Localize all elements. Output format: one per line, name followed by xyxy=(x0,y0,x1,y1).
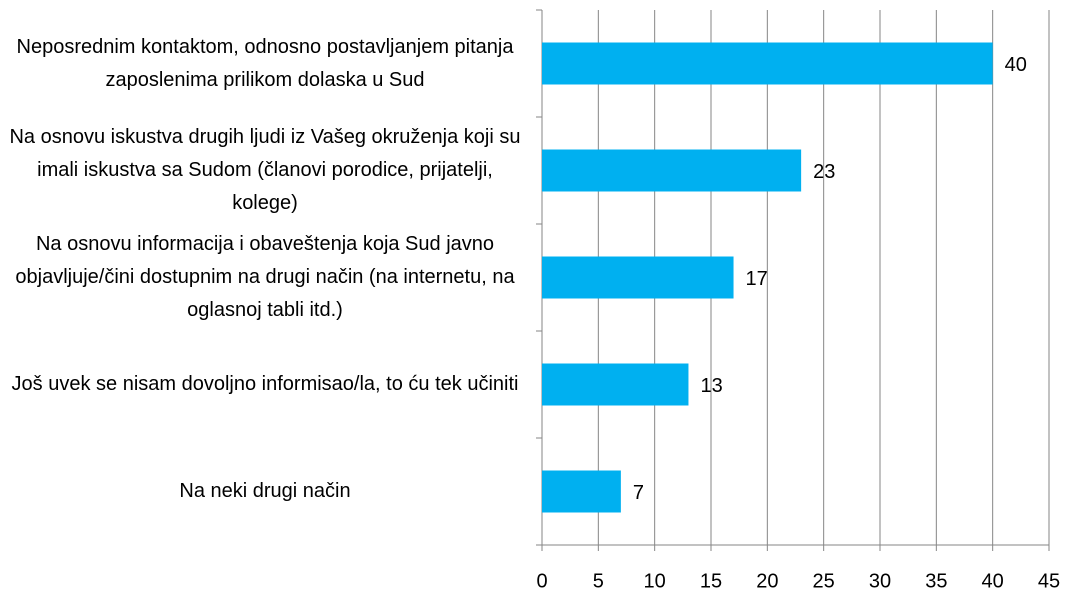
value-label: 23 xyxy=(813,161,835,183)
value-label: 13 xyxy=(700,375,722,397)
value-label: 17 xyxy=(746,268,768,290)
x-tick-label: 45 xyxy=(1038,570,1060,592)
bar xyxy=(542,363,689,406)
x-tick-label: 40 xyxy=(982,570,1004,592)
x-tick-label: 0 xyxy=(536,570,547,592)
x-tick-label: 5 xyxy=(593,570,604,592)
x-tick-label: 30 xyxy=(869,570,891,592)
x-tick-label: 20 xyxy=(756,570,778,592)
bar xyxy=(542,149,802,192)
category-label: Na osnovu iskustva drugih ljudi iz Vašeg… xyxy=(9,126,521,214)
category-label: Na neki drugi način xyxy=(179,480,351,502)
x-tick-label: 25 xyxy=(813,570,835,592)
value-label: 7 xyxy=(633,482,644,504)
bar xyxy=(542,42,993,85)
bar xyxy=(542,470,621,513)
x-tick-label: 15 xyxy=(700,570,722,592)
category-label: Još uvek se nisam dovoljno informisao/la… xyxy=(11,373,519,395)
value-label: 40 xyxy=(1005,54,1027,76)
category-label: Neposrednim kontaktom, odnosno postavlja… xyxy=(16,35,514,91)
category-label: Na osnovu informacija i obaveštenja koja… xyxy=(15,233,515,321)
x-tick-label: 10 xyxy=(644,570,666,592)
x-tick-label: 35 xyxy=(925,570,947,592)
bar xyxy=(542,256,734,299)
